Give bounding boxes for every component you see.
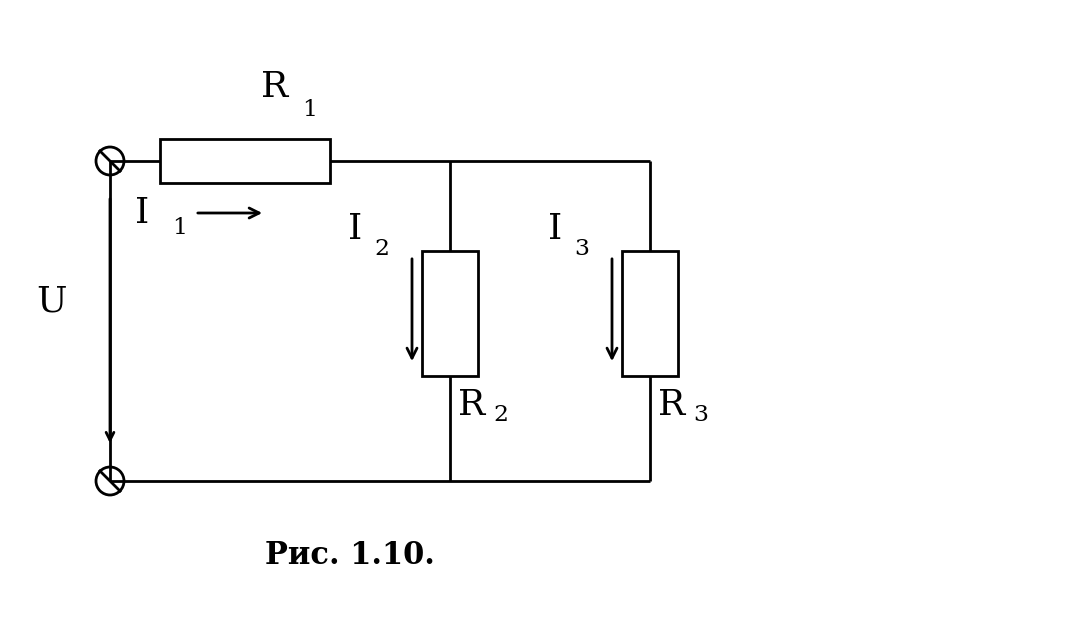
Text: 3: 3 [575, 238, 590, 260]
Text: 1: 1 [172, 217, 187, 239]
Text: U: U [37, 284, 67, 318]
Text: 1: 1 [302, 99, 318, 121]
Text: I: I [135, 196, 149, 230]
Bar [422, 251, 478, 376]
Text: R: R [261, 70, 288, 104]
Text: I: I [348, 212, 362, 246]
Text: 3: 3 [693, 404, 708, 426]
Text: 2: 2 [375, 238, 390, 260]
Text: R: R [658, 388, 685, 422]
Text: R: R [458, 388, 485, 422]
Text: Рис. 1.10.: Рис. 1.10. [265, 541, 435, 572]
Text: 2: 2 [492, 404, 508, 426]
Text: I: I [548, 212, 562, 246]
Bar [622, 251, 678, 376]
Bar [160, 139, 330, 183]
